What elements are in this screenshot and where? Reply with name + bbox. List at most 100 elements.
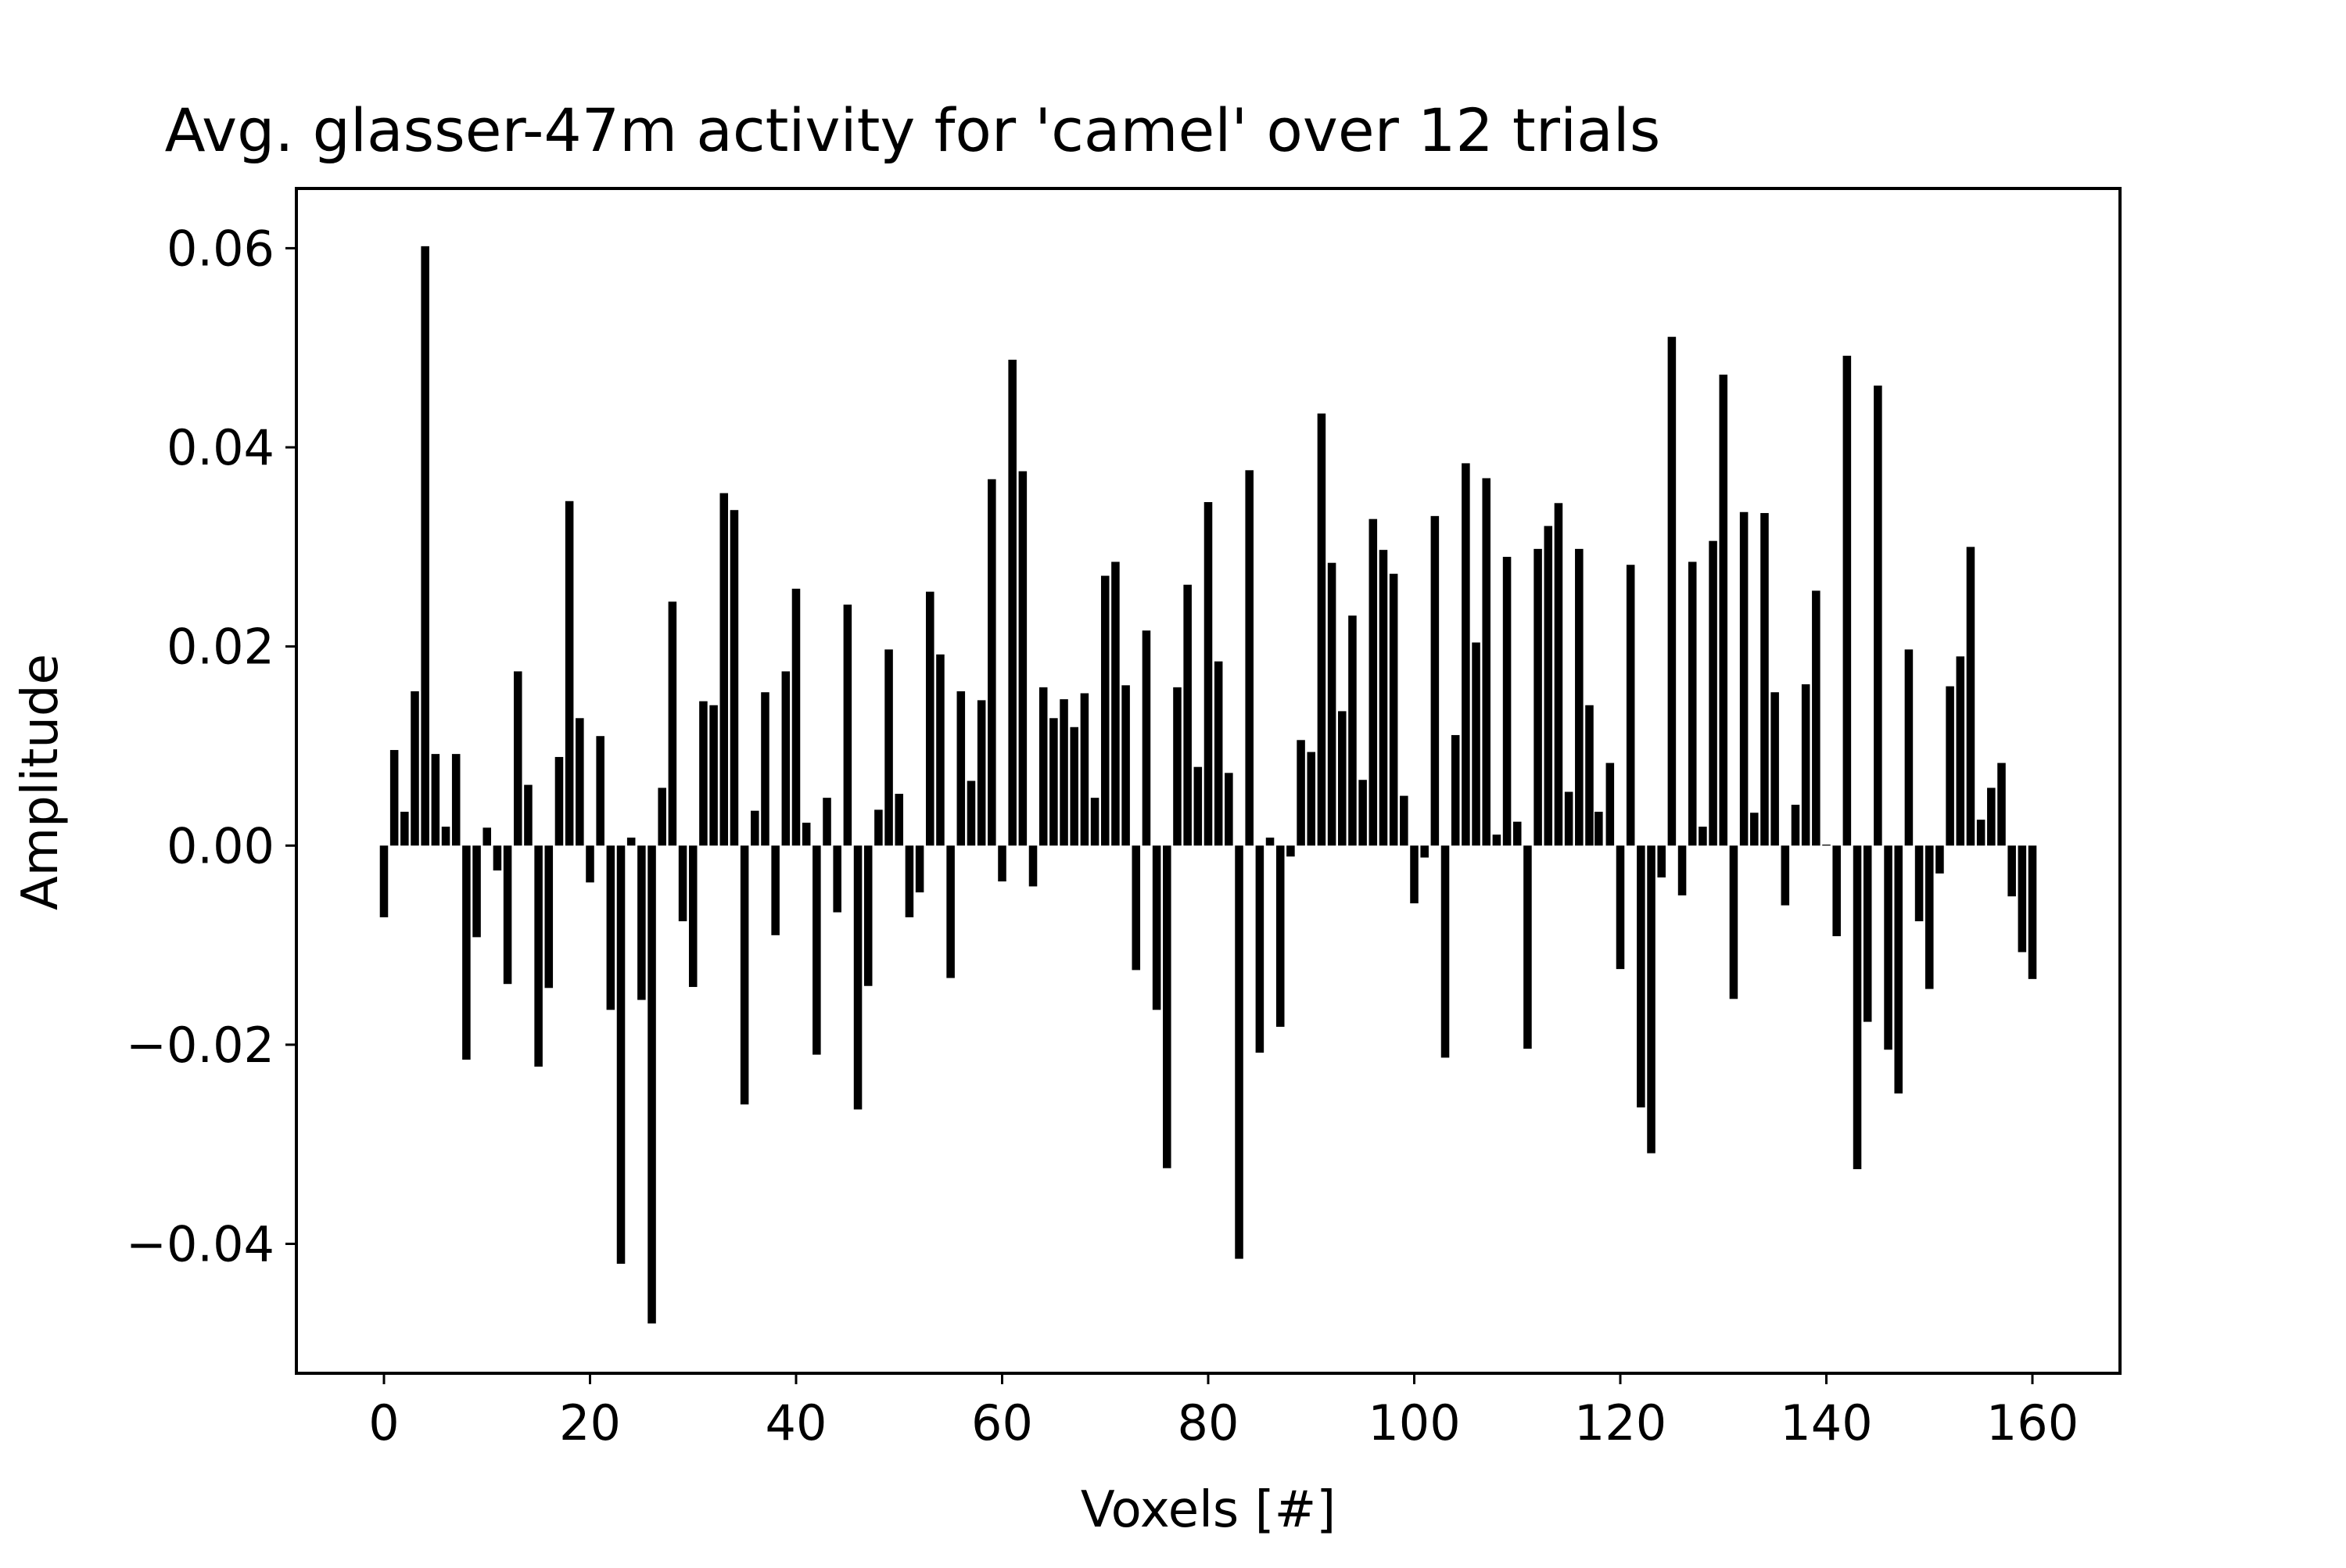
bar-voxel-65: [1049, 718, 1058, 846]
y-tick-label: 0.02: [167, 619, 274, 676]
x-tick-label: 80: [1178, 1394, 1239, 1451]
bar-voxel-14: [524, 784, 533, 846]
bar-voxel-145: [1874, 386, 1882, 846]
bar-voxel-50: [895, 794, 904, 846]
bar-voxel-157: [1997, 762, 2006, 846]
bar-voxel-36: [751, 810, 759, 846]
bar-voxel-58: [977, 700, 986, 846]
bar-voxel-159: [2018, 845, 2027, 953]
bar-voxel-5: [431, 754, 440, 846]
bar-voxel-10: [482, 827, 492, 846]
bar-voxel-74: [1142, 630, 1151, 846]
bar-voxel-91: [1317, 413, 1326, 846]
bar-voxel-75: [1152, 845, 1161, 1010]
bar-voxel-136: [1781, 845, 1790, 906]
bar-voxel-44: [833, 845, 841, 913]
bar-voxel-156: [1987, 788, 1996, 846]
bar-voxel-139: [1812, 590, 1820, 846]
y-axis-label: Amplitude: [12, 654, 70, 910]
bar-voxel-37: [761, 692, 769, 846]
bar-voxel-108: [1492, 834, 1501, 846]
bar-voxel-24: [626, 838, 636, 846]
bar-voxel-38: [771, 845, 780, 935]
bar-voxel-63: [1028, 845, 1038, 887]
bar-voxel-89: [1297, 740, 1305, 846]
bar-voxel-41: [802, 822, 811, 846]
bar-voxel-8: [462, 845, 471, 1060]
bar-voxel-66: [1060, 699, 1068, 846]
bar-voxel-80: [1203, 502, 1213, 846]
bar-voxel-135: [1770, 692, 1779, 846]
bar-voxel-25: [637, 845, 646, 1000]
bar-voxel-28: [668, 601, 677, 846]
bar-voxel-45: [843, 605, 852, 846]
bar-voxel-6: [441, 827, 450, 846]
bar-voxel-154: [1966, 547, 1975, 846]
x-tick-label: 40: [766, 1394, 827, 1451]
x-tick-label: 160: [1986, 1394, 2079, 1451]
bar-voxel-81: [1214, 661, 1223, 846]
y-tick-label: −0.02: [126, 1017, 274, 1074]
bar-voxel-110: [1512, 821, 1522, 846]
bar-voxel-79: [1193, 766, 1203, 846]
bar-voxel-43: [823, 798, 831, 846]
bar-voxel-39: [781, 671, 791, 846]
bar-voxel-47: [863, 845, 873, 986]
bar-voxel-67: [1070, 727, 1078, 846]
bar-voxel-99: [1400, 795, 1408, 846]
bar-voxel-127: [1688, 562, 1697, 846]
bar-voxel-115: [1564, 791, 1573, 846]
bar-voxel-69: [1090, 798, 1099, 846]
bar-voxel-105: [1462, 463, 1470, 846]
bar-voxel-30: [688, 845, 698, 988]
bar-voxel-31: [699, 701, 708, 846]
bar-voxel-149: [1914, 845, 1924, 922]
bar-voxel-7: [451, 754, 461, 846]
bar-voxel-100: [1410, 845, 1419, 904]
bar-voxel-92: [1327, 562, 1336, 846]
bar-voxel-125: [1667, 336, 1677, 846]
bar-voxel-42: [812, 845, 821, 1055]
x-tick-label: 20: [559, 1394, 621, 1451]
bar-voxel-124: [1657, 845, 1666, 877]
bar-voxel-138: [1801, 684, 1810, 846]
bar-voxel-106: [1472, 642, 1480, 846]
bar-voxel-15: [534, 845, 543, 1067]
bar-voxel-86: [1265, 838, 1275, 846]
bar-voxel-134: [1760, 513, 1769, 846]
bar-voxel-62: [1018, 471, 1028, 846]
chart-title: Avg. glasser-47m activity for 'camel' ov…: [165, 95, 1661, 165]
bar-voxel-33: [719, 493, 729, 846]
bar-voxel-9: [472, 845, 481, 938]
bar-voxel-94: [1348, 615, 1357, 846]
bars-group: [379, 246, 2037, 1324]
bar-voxel-54: [936, 654, 945, 846]
bar-voxel-151: [1935, 845, 1944, 874]
bar-voxel-18: [565, 501, 574, 846]
bar-voxel-153: [1956, 656, 1965, 846]
bar-voxel-34: [730, 510, 739, 846]
bar-voxel-26: [647, 845, 656, 1324]
bar-voxel-97: [1379, 550, 1388, 846]
x-tick-label: 140: [1780, 1394, 1872, 1451]
bar-voxel-1: [389, 750, 399, 846]
bar-voxel-133: [1750, 813, 1759, 846]
bar-voxel-116: [1575, 548, 1584, 846]
bar-voxel-40: [791, 588, 801, 846]
bar-voxel-29: [678, 845, 687, 922]
bar-voxel-95: [1358, 780, 1367, 846]
bar-voxel-23: [616, 845, 626, 1264]
bar-voxel-3: [411, 691, 419, 846]
bar-voxel-130: [1719, 375, 1728, 846]
bar-voxel-0: [379, 845, 389, 917]
bar-voxel-71: [1111, 562, 1120, 846]
y-tick-label: −0.04: [126, 1215, 274, 1272]
bar-voxel-61: [1008, 359, 1017, 846]
bar-voxel-49: [884, 649, 893, 846]
bar-voxel-107: [1482, 478, 1490, 846]
bar-voxel-144: [1863, 845, 1872, 1022]
bar-voxel-83: [1235, 845, 1243, 1259]
bar-voxel-82: [1225, 773, 1233, 846]
bar-voxel-64: [1038, 687, 1048, 846]
